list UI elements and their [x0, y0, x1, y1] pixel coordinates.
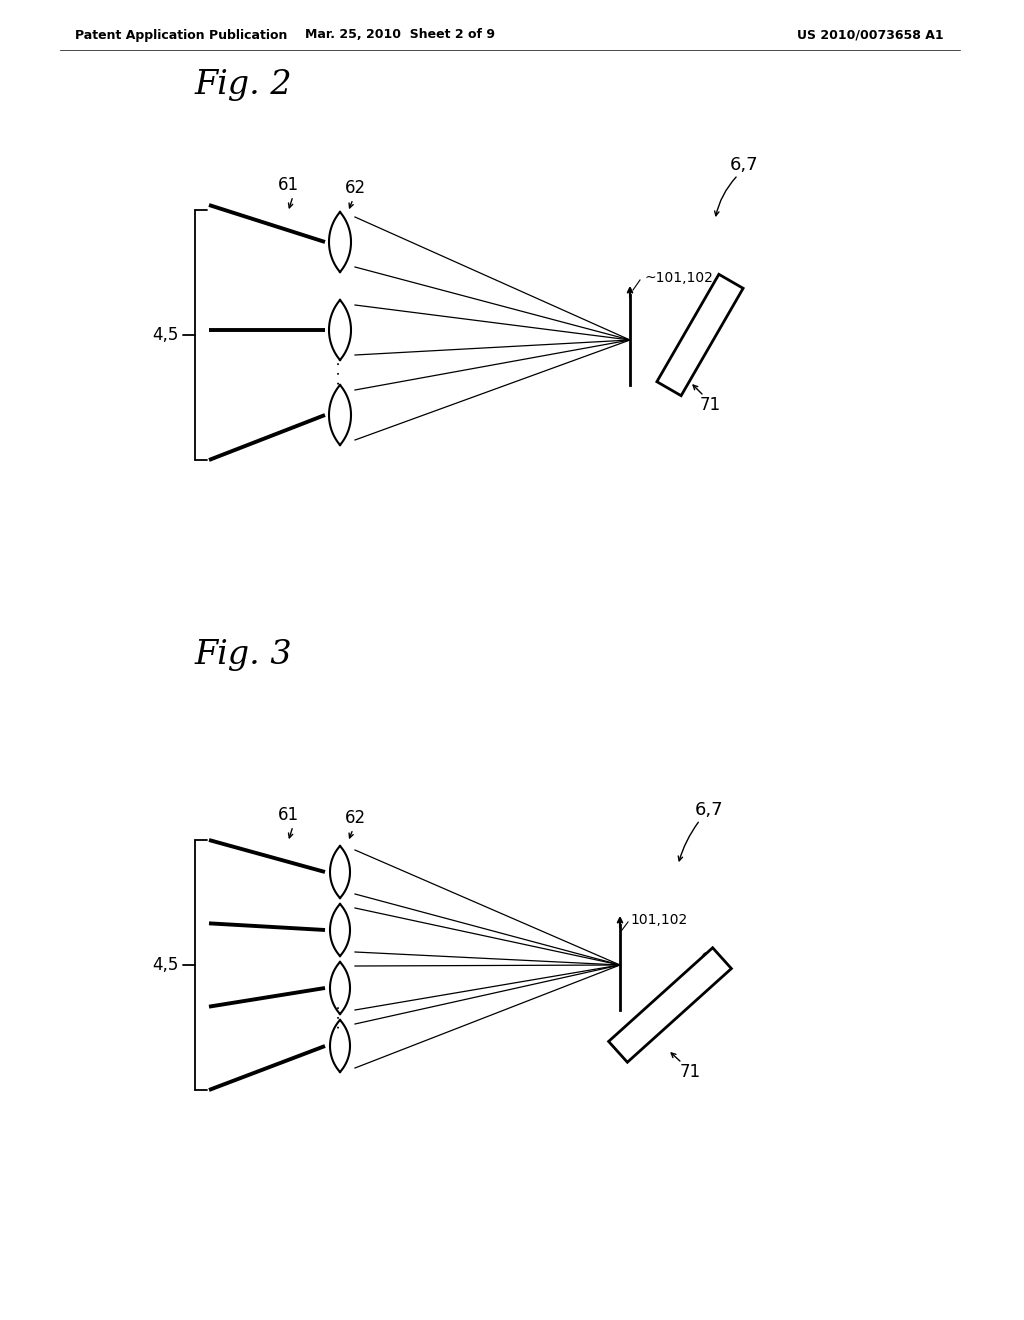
- Text: Fig. 2: Fig. 2: [195, 69, 293, 102]
- Polygon shape: [656, 275, 743, 396]
- Text: 4,5: 4,5: [152, 326, 178, 345]
- Text: ~101,102: ~101,102: [645, 271, 714, 285]
- Text: 62: 62: [344, 809, 366, 828]
- Polygon shape: [329, 300, 351, 360]
- Text: 62: 62: [344, 180, 366, 197]
- Text: US 2010/0073658 A1: US 2010/0073658 A1: [797, 29, 943, 41]
- Polygon shape: [608, 948, 731, 1063]
- Text: Gf: Gf: [710, 297, 727, 313]
- Polygon shape: [330, 846, 350, 898]
- Text: · · ·: · · ·: [333, 360, 347, 384]
- Text: Mar. 25, 2010  Sheet 2 of 9: Mar. 25, 2010 Sheet 2 of 9: [305, 29, 495, 41]
- Text: 4,5: 4,5: [152, 956, 178, 974]
- Text: · · ·: · · ·: [333, 1005, 347, 1030]
- Text: 101,102: 101,102: [630, 913, 687, 927]
- Polygon shape: [330, 904, 350, 956]
- Polygon shape: [329, 213, 351, 272]
- Text: 71: 71: [700, 396, 721, 414]
- Text: Patent Application Publication: Patent Application Publication: [75, 29, 288, 41]
- Text: Fig. 3: Fig. 3: [195, 639, 293, 671]
- Text: 6,7: 6,7: [695, 801, 724, 818]
- Polygon shape: [330, 1020, 350, 1072]
- Text: 71: 71: [680, 1063, 701, 1081]
- Polygon shape: [329, 385, 351, 445]
- Text: 61: 61: [278, 807, 299, 824]
- Text: 6,7: 6,7: [730, 156, 759, 174]
- Text: 61: 61: [278, 176, 299, 194]
- Text: Gf: Gf: [700, 953, 717, 968]
- Polygon shape: [330, 962, 350, 1014]
